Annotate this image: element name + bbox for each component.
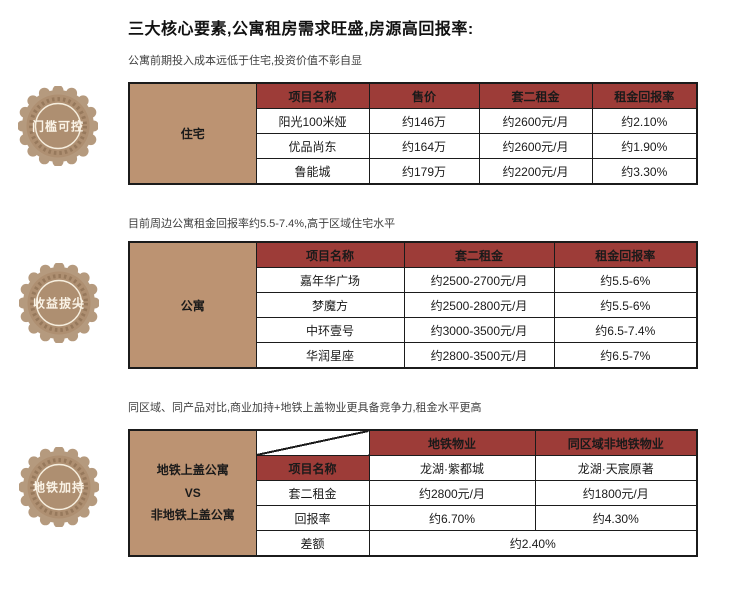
table-cell: 约164万 — [368, 133, 480, 159]
table-row: 回报率 约6.70% 约4.30% — [129, 505, 698, 531]
table-cell: 中环壹号 — [255, 317, 405, 343]
table-cell: 约2200元/月 — [478, 158, 593, 185]
table-header-row: 住宅 项目名称 售价 套二租金 租金回报率 — [128, 82, 698, 185]
table-cell: 优品尚东 — [255, 133, 370, 159]
table-cell: 嘉年华广场 — [255, 267, 405, 293]
table-cell: 约2800-3500元/月 — [403, 342, 555, 369]
table-cell: 约3.30% — [591, 158, 698, 185]
table-row: 阳光100米娅 约146万 约2600元/月 约2.10% — [129, 108, 698, 134]
table-row: 嘉年华广场 约2500-2700元/月 约5.5-6% — [129, 267, 698, 293]
medal-badge-threshold: 门槛可控 — [18, 86, 98, 166]
table-cell: 约1.90% — [591, 133, 698, 159]
table-cell: 约6.70% — [368, 505, 536, 531]
medal-badge-yield: 收益拔尖 — [19, 263, 99, 343]
medal-badge-metro: 地铁加持 — [19, 447, 99, 527]
medal-seal-icon — [19, 447, 99, 527]
row-label-cell: 差额 — [255, 530, 370, 557]
residential-table: 住宅 项目名称 售价 套二租金 租金回报率 阳光100米娅 约146万 约260… — [128, 82, 698, 185]
table-cell: 约4.30% — [534, 505, 698, 531]
table-cell: 华润星座 — [255, 342, 405, 369]
table-cell: 约2600元/月 — [478, 133, 593, 159]
page-title: 三大核心要素,公寓租房需求旺盛,房源高回报率: — [128, 21, 474, 38]
table-row: 华润星座 约2800-3500元/月 约6.5-7% — [129, 342, 698, 369]
column-header: 同区域非地铁物业 — [534, 429, 698, 456]
table-cell: 龙湖·紫都城 — [368, 455, 536, 481]
column-header: 套二租金 — [478, 82, 593, 109]
table-cell: 约146万 — [368, 108, 480, 134]
badge-label: 地铁加持 — [32, 480, 86, 495]
table-cell: 鲁能城 — [255, 158, 370, 185]
section-subtitle: 公寓前期投入成本远低于住宅,投资价值不彰自显 — [128, 55, 363, 67]
group-label-line: 地铁上盖公寓 — [156, 462, 229, 477]
row-group-label: 公寓 — [128, 241, 257, 369]
table-row: 梦魔方 约2500-2800元/月 约5.5-6% — [129, 292, 698, 318]
column-header: 项目名称 — [255, 241, 405, 268]
section-subtitle: 同区域、同产品对比,商业加持+地铁上盖物业更具备竞争力,租金水平更高 — [128, 402, 482, 414]
medal-seal-icon — [18, 86, 98, 166]
column-header: 租金回报率 — [591, 82, 698, 109]
table-cell: 龙湖·天宸原著 — [534, 455, 698, 481]
table-cell: 梦魔方 — [255, 292, 405, 318]
table-cell: 约1800元/月 — [534, 480, 698, 506]
table-row: 鲁能城 约179万 约2200元/月 约3.30% — [129, 158, 698, 185]
row-label-cell: 回报率 — [255, 505, 370, 531]
table-cell: 约2500-2700元/月 — [403, 267, 555, 293]
group-label-line: VS — [184, 485, 201, 500]
column-header: 套二租金 — [403, 241, 555, 268]
badge-label: 门槛可控 — [31, 119, 85, 134]
row-group-label: 地铁上盖公寓 VS 非地铁上盖公寓 — [128, 429, 257, 557]
row-label-cell: 套二租金 — [255, 480, 370, 506]
diagonal-corner-cell — [255, 429, 370, 456]
section-subtitle: 目前周边公寓租金回报率约5.5-7.4%,高于区域住宅水平 — [128, 218, 396, 230]
table-cell: 约179万 — [368, 158, 480, 185]
column-header: 地铁物业 — [368, 429, 536, 456]
table-cell: 约2600元/月 — [478, 108, 593, 134]
table-cell: 约5.5-6% — [553, 292, 698, 318]
table-cell: 约6.5-7.4% — [553, 317, 698, 343]
badge-label: 收益拔尖 — [32, 296, 86, 311]
table-cell: 约5.5-6% — [553, 267, 698, 293]
column-header: 售价 — [368, 82, 480, 109]
merged-difference-cell: 约2.40% — [368, 530, 698, 557]
row-group-label: 住宅 — [128, 82, 257, 185]
table-row: 差额 约2.40% — [129, 530, 698, 557]
table-cell: 阳光100米娅 — [255, 108, 370, 134]
column-header: 租金回报率 — [553, 241, 698, 268]
table-row: 中环壹号 约3000-3500元/月 约6.5-7.4% — [129, 317, 698, 343]
table-cell: 约6.5-7% — [553, 342, 698, 369]
table-header-row: 地铁上盖公寓 VS 非地铁上盖公寓 地铁物业 同区域非地铁物业 — [128, 429, 698, 557]
table-cell: 约2800元/月 — [368, 480, 536, 506]
table-cell: 约2500-2800元/月 — [403, 292, 555, 318]
table-cell: 约3000-3500元/月 — [403, 317, 555, 343]
table-cell: 约2.10% — [591, 108, 698, 134]
row-header: 项目名称 — [255, 455, 370, 481]
apartment-table: 公寓 项目名称 套二租金 租金回报率 嘉年华广场 约2500-2700元/月 约… — [128, 241, 698, 369]
medal-seal-icon — [19, 263, 99, 343]
metro-comparison-table: 地铁上盖公寓 VS 非地铁上盖公寓 地铁物业 同区域非地铁物业 项目名称 龙湖·… — [128, 429, 698, 557]
group-label-line: 非地铁上盖公寓 — [150, 508, 235, 523]
table-row: 项目名称 龙湖·紫都城 龙湖·天宸原著 — [129, 455, 698, 481]
table-row: 优品尚东 约164万 约2600元/月 约1.90% — [129, 133, 698, 159]
column-header: 项目名称 — [255, 82, 370, 109]
table-header-row: 公寓 项目名称 套二租金 租金回报率 — [128, 241, 698, 369]
